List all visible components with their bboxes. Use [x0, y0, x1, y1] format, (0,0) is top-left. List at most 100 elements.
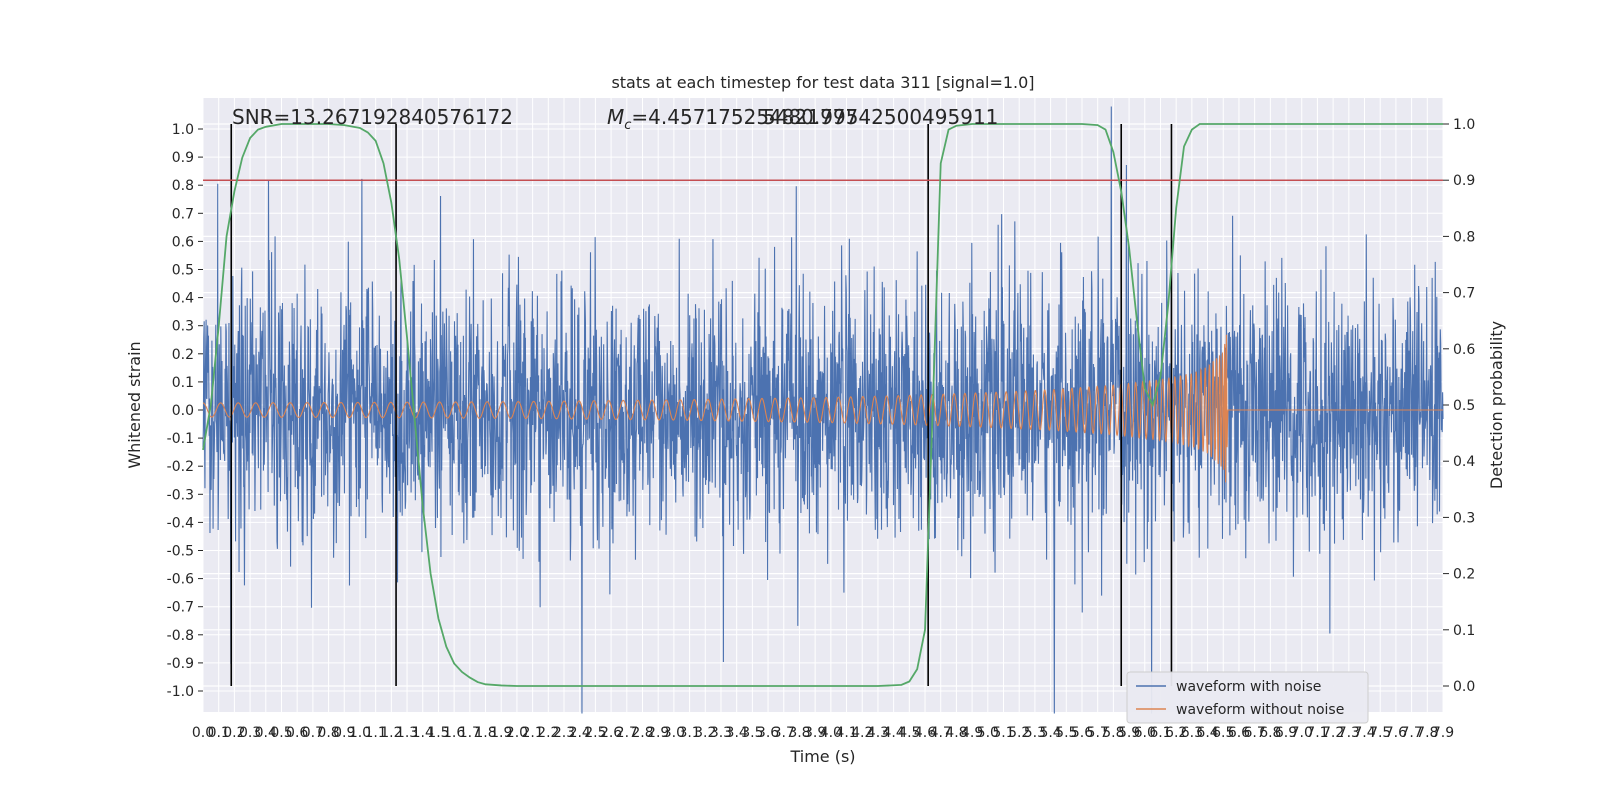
y2-tick-label: 0.1: [1453, 623, 1475, 639]
y-tick-label: -0.4: [167, 515, 194, 531]
y-tick-label: -0.7: [167, 600, 194, 616]
y2-tick-label: 0.0: [1453, 679, 1475, 695]
y-tick-label: 0.9: [172, 150, 194, 166]
x-tick-label: 0.7: [302, 725, 324, 741]
noise-trace: [202, 106, 1444, 714]
x-tick-label: 0.9: [333, 725, 355, 741]
x-tick-label: 6.6: [1228, 725, 1250, 741]
x-tick-label: 4.9: [961, 725, 983, 741]
x-tick-label: 0.0: [192, 725, 214, 741]
x-tick-label: 0.4: [255, 725, 277, 741]
x-tick-label: 5.1: [992, 725, 1014, 741]
x-tick-label: 3.0: [663, 725, 685, 741]
y2-tick-label: 0.5: [1453, 398, 1475, 414]
chirp-trace: [202, 334, 1443, 483]
x-tick-label: 2.9: [647, 725, 669, 741]
y2-tick-label: 0.6: [1453, 342, 1475, 358]
x-tick-label: 1.7: [459, 725, 481, 741]
y2-tick-label: 0.8: [1453, 229, 1475, 245]
x-tick-label: 6.4: [1196, 725, 1218, 741]
y-tick-label: -0.9: [167, 656, 194, 672]
x-tick-label: 6.8: [1259, 725, 1281, 741]
y2-tick-label: 0.9: [1453, 173, 1475, 189]
y2-tick-label: 0.2: [1453, 567, 1475, 583]
x-tick-label: 6.5: [1212, 725, 1234, 741]
chirp-mass-value: =4.457175254821777: [631, 105, 858, 129]
x-tick-label: 0.6: [286, 725, 308, 741]
y-tick-label: 0.1: [172, 375, 194, 391]
overlap-annotation: 5480.99542500495911: [763, 105, 998, 129]
x-tick-label: 5.8: [1102, 725, 1124, 741]
y-tick-label: 1.0: [172, 122, 194, 138]
x-tick-label: 4.3: [867, 725, 889, 741]
legend: waveform with noise waveform without noi…: [1126, 671, 1369, 724]
y2-tick-labels: 0.0 0.1 0.2 0.3 0.4 0.5 0.6 0.7 0.8 0.9 1.0: [1443, 117, 1475, 695]
y-tick-label: -1.0: [167, 684, 194, 700]
x-tick-label: 1.2: [380, 725, 402, 741]
series-detection-probability: [202, 123, 1443, 687]
y2-tick-label: 0.4: [1453, 454, 1475, 470]
x-tick-label: 4.2: [851, 725, 873, 741]
y-tick-label: 0.2: [172, 347, 194, 363]
x-tick-label: 1.1: [365, 725, 387, 741]
x-tick-label: 3.1: [678, 725, 700, 741]
x-tick-label: 2.3: [553, 725, 575, 741]
x-tick-label: 2.6: [600, 725, 622, 741]
x-tick-label: 5.4: [1039, 725, 1061, 741]
x-tick-label: 7.9: [1432, 725, 1454, 741]
x-tick-label: 4.4: [883, 725, 905, 741]
x-tick-label: 3.9: [804, 725, 826, 741]
x-tick-label: 0.8: [317, 725, 339, 741]
x-tick-labels: 0.00.10.20.30.40.50.60.70.80.91.01.11.21…: [192, 725, 1454, 741]
y2-tick-label: 0.3: [1453, 510, 1475, 526]
chirp-mass-annotation: Mc=4.457175254821777: [607, 105, 858, 133]
x-tick-label: 7.3: [1338, 725, 1360, 741]
chirp-mass-subscript: c: [624, 118, 631, 133]
x-tick-label: 1.0: [349, 725, 371, 741]
x-tick-label: 7.2: [1322, 725, 1344, 741]
y-tick-label: -0.6: [167, 572, 194, 588]
y-tick-label: 0.6: [172, 234, 194, 250]
x-tick-label: 0.2: [223, 725, 245, 741]
y-tick-label: -0.5: [167, 544, 194, 560]
x-tick-label: 1.8: [474, 725, 496, 741]
x-tick-label: 1.5: [427, 725, 449, 741]
x-tick-label: 3.3: [710, 725, 732, 741]
y-tick-label: -0.1: [167, 431, 194, 447]
x-tick-label: 7.4: [1353, 725, 1375, 741]
x-tick-label: 4.1: [835, 725, 857, 741]
y-tick-label: 0.4: [172, 291, 194, 307]
x-tick-label: 3.2: [694, 725, 716, 741]
x-tick-label: 7.6: [1385, 725, 1407, 741]
x-tick-label: 2.0: [506, 725, 528, 741]
chirp-mass-symbol: M: [607, 105, 624, 129]
x-tick-label: 5.7: [1087, 725, 1109, 741]
legend-box: [1126, 671, 1369, 724]
x-tick-label: 5.9: [1118, 725, 1140, 741]
x-tick-label: 3.7: [773, 725, 795, 741]
x-tick-label: 2.4: [569, 725, 591, 741]
y-tick-labels: -1.0 -0.9 -0.8 -0.7 -0.6 -0.5 -0.4 -0.3 -0.2 -0.1…: [167, 122, 203, 700]
x-tick-label: 2.5: [584, 725, 606, 741]
y-tick-label: 0.7: [172, 206, 194, 222]
x-tick-label: 2.1: [521, 725, 543, 741]
series-waveform-with-noise: [202, 106, 1444, 714]
y-tick-label: 0.3: [172, 319, 194, 335]
x-tick-label: 1.9: [490, 725, 512, 741]
x-tick-label: 5.6: [1071, 725, 1093, 741]
legend-label-noise: waveform with noise: [1176, 679, 1321, 695]
snr-annotation: SNR=13.267192840576172: [232, 105, 513, 129]
x-tick-label: 5.5: [1055, 725, 1077, 741]
y2-tick-label: 0.7: [1453, 286, 1475, 302]
x-tick-label: 5.0: [977, 725, 999, 741]
x-tick-label: 6.2: [1165, 725, 1187, 741]
x-tick-label: 3.4: [726, 725, 748, 741]
x-tick-label: 7.8: [1416, 725, 1438, 741]
x-tick-label: 4.6: [914, 725, 936, 741]
x-tick-label: 4.7: [930, 725, 952, 741]
x-tick-label: 4.5: [898, 725, 920, 741]
x-tick-label: 7.5: [1369, 725, 1391, 741]
x-tick-label: 5.2: [1008, 725, 1030, 741]
series-waveform-without-noise: [202, 334, 1443, 483]
